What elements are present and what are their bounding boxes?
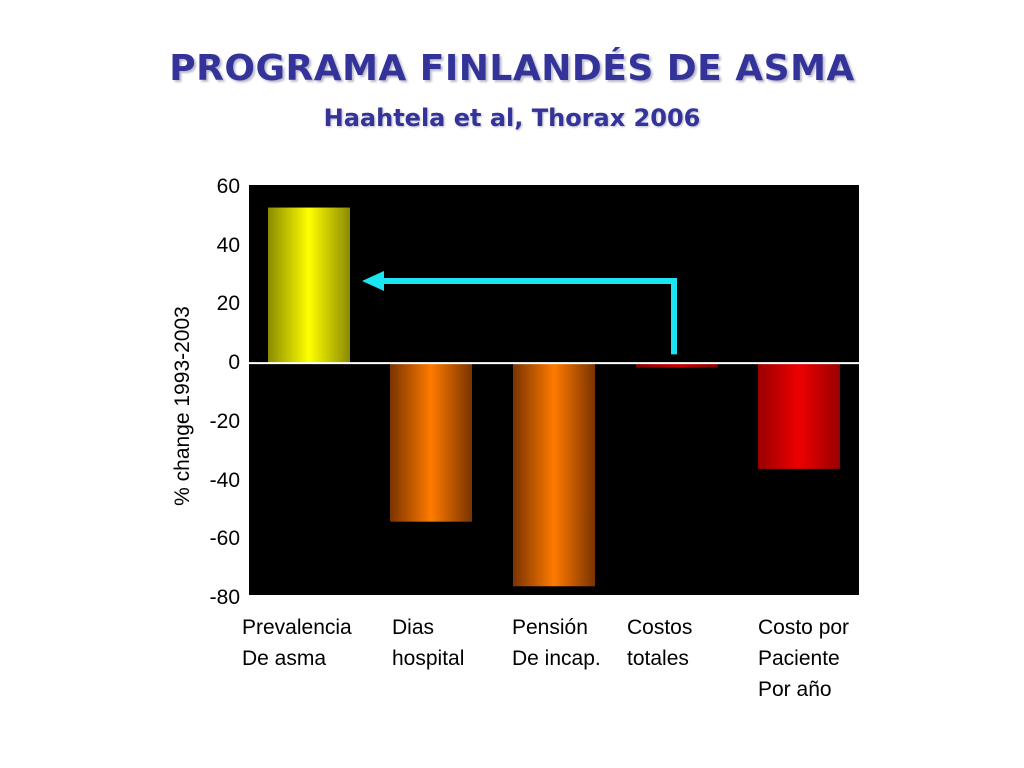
x-tick-label: Costo por Paciente Por año bbox=[758, 612, 849, 705]
bar-2 bbox=[513, 363, 595, 587]
x-tick-label-line: De asma bbox=[242, 647, 327, 670]
y-tick-label: 0 bbox=[228, 351, 240, 375]
bar-1 bbox=[390, 363, 472, 522]
x-tick-label-line: hospital bbox=[392, 647, 465, 670]
arrow-line bbox=[380, 277, 677, 355]
x-tick-label-line: totales bbox=[627, 647, 689, 670]
x-tick-label-line: Por año bbox=[758, 678, 832, 701]
x-tick-label: Pensión De incap. bbox=[512, 612, 601, 674]
x-tick-label-line: Prevalencia bbox=[242, 616, 352, 639]
x-tick-label: Costos totales bbox=[627, 612, 692, 674]
x-tick-label: Prevalencia De asma bbox=[242, 612, 352, 674]
bar-0 bbox=[268, 207, 350, 364]
slide-subtitle: Haahtela et al, Thorax 2006 bbox=[323, 104, 701, 132]
slide-title: PROGRAMA FINLANDÉS DE ASMA bbox=[169, 48, 855, 89]
y-tick-label: -20 bbox=[209, 409, 240, 433]
x-tick-label-line: Costo por bbox=[758, 616, 850, 639]
x-tick-label-line: Costos bbox=[627, 616, 693, 639]
x-tick-label-line: Pensión bbox=[512, 616, 588, 639]
y-tick-label: 20 bbox=[216, 292, 240, 316]
bar-3 bbox=[636, 363, 718, 368]
bar-4 bbox=[758, 363, 840, 469]
y-tick-label: -40 bbox=[209, 468, 240, 492]
x-tick-label: Dias hospital bbox=[392, 612, 464, 674]
x-tick-label-line: Dias bbox=[392, 616, 435, 639]
arrow-head bbox=[362, 270, 384, 291]
y-tick-label: 60 bbox=[216, 175, 240, 198]
y-tick-label: -80 bbox=[209, 586, 240, 609]
y-tick-label: 40 bbox=[216, 233, 240, 257]
y-tick-label: -60 bbox=[209, 527, 240, 551]
x-tick-label-line: De incap. bbox=[512, 647, 601, 670]
x-tick-label-line: Paciente bbox=[758, 647, 840, 670]
